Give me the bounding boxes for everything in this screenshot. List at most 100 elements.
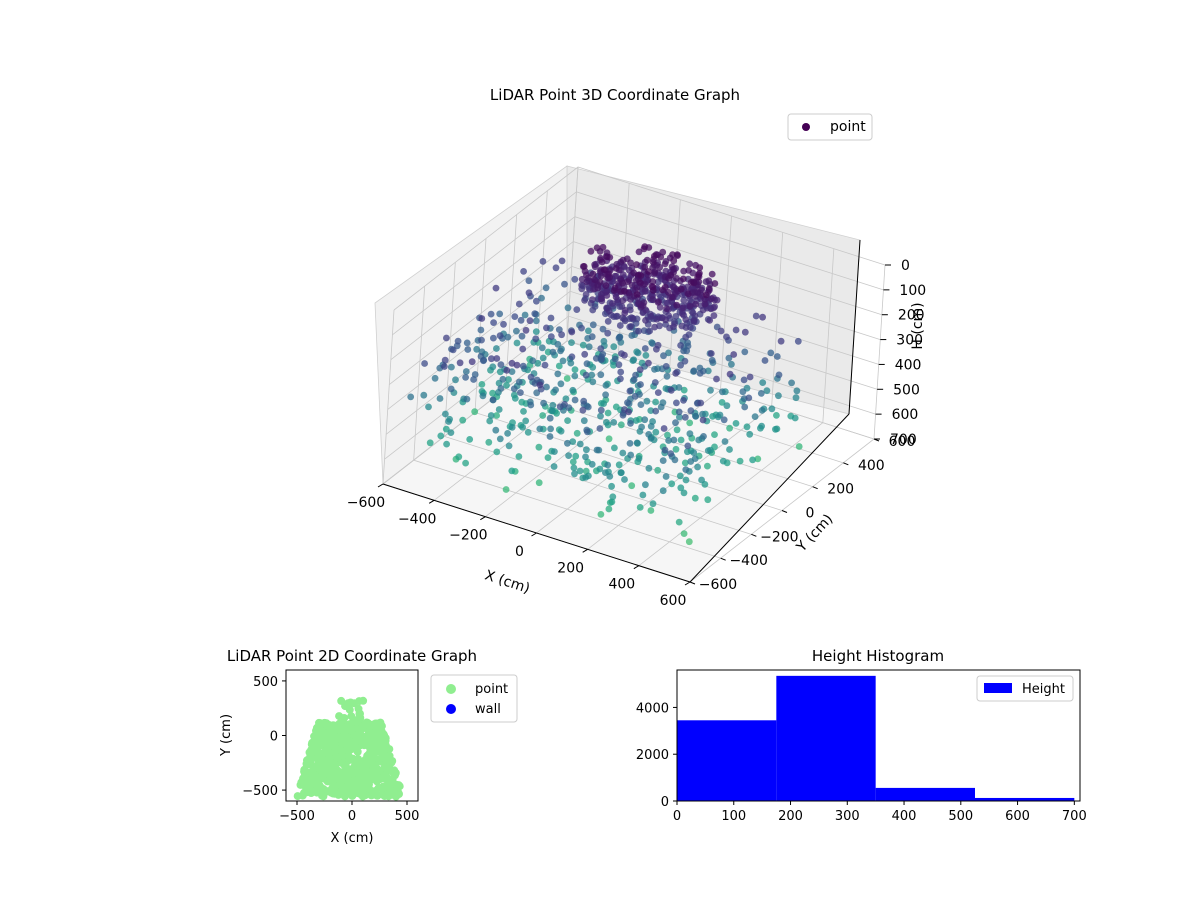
point-3d-923 [670, 436, 678, 444]
point-3d-940 [633, 439, 641, 447]
point-3d-870 [520, 408, 527, 415]
point-3d-780 [547, 333, 555, 340]
point-3d-392 [768, 405, 776, 413]
point-2d-top-17 [355, 709, 364, 718]
point-3d-343 [591, 263, 599, 271]
point-3d-821 [721, 438, 729, 445]
z-tick-label-3d-1: 100 [899, 283, 926, 299]
point-3d-728 [589, 378, 597, 386]
point-cloud-2d [293, 696, 404, 801]
point-3d-900 [519, 345, 527, 353]
point-3d-489 [690, 317, 698, 325]
point-3d-668 [716, 411, 724, 419]
grid-line-h-1 [392, 191, 884, 336]
point-3d-283 [791, 414, 799, 422]
point-3d-257 [633, 261, 640, 269]
point-3d-27 [640, 245, 648, 253]
point-3d-898 [626, 387, 634, 395]
point-3d-199 [680, 297, 688, 304]
point-3d-408 [723, 333, 730, 341]
point-3d-872 [667, 386, 675, 394]
point-2d-685 [376, 744, 385, 753]
point-3d-48 [670, 257, 678, 265]
point-3d-455 [682, 316, 690, 323]
point-3d-172 [792, 394, 800, 402]
x-tick-label-3d-0: −600 [347, 495, 385, 511]
point-3d-1018 [684, 442, 692, 450]
point-3d-148 [552, 264, 560, 272]
point-3d-759 [489, 363, 497, 371]
point-3d-663 [663, 372, 671, 380]
point-3d-1082 [649, 500, 657, 508]
point-3d-1089 [608, 498, 616, 506]
point-3d-202 [788, 379, 795, 387]
point-2d-523 [300, 765, 309, 774]
point-3d-534 [626, 306, 634, 314]
point-3d-647 [651, 323, 658, 331]
point-3d-478 [597, 272, 605, 280]
point-3d-149 [561, 280, 568, 288]
point-3d-142 [793, 387, 801, 395]
point-3d-836 [602, 391, 609, 399]
point-3d-744 [699, 410, 706, 418]
point-2d-698 [351, 743, 360, 752]
point-2d-682 [333, 753, 342, 762]
point-3d-301 [725, 354, 733, 362]
point-3d-789 [529, 357, 537, 365]
point-3d-575 [583, 278, 591, 286]
point-3d-1040 [682, 466, 690, 473]
point-3d-910 [541, 361, 549, 369]
point-3d-939 [533, 389, 541, 397]
chart-2d: LiDAR Point 2D Coordinate Graph −500−500… [219, 647, 518, 846]
legend-histogram-box [976, 675, 1074, 702]
point-3d-1002 [508, 424, 516, 431]
x-tick-3d-3 [531, 532, 537, 537]
point-3d-793 [657, 403, 665, 411]
x-tick-3d-4 [582, 548, 588, 553]
point-3d-876 [582, 371, 590, 379]
point-3d-1060 [588, 460, 596, 468]
point-3d-724 [511, 313, 519, 320]
point-3d-177 [593, 244, 601, 252]
point-3d-1087 [407, 393, 415, 401]
point-3d-529 [649, 286, 657, 294]
point-3d-934 [497, 361, 505, 368]
point-3d-1049 [456, 359, 464, 367]
y-tick-label-3d-5: 400 [858, 458, 885, 474]
point-3d-681 [513, 327, 520, 335]
point-3d-950 [668, 480, 676, 488]
point-3d-938 [459, 416, 467, 424]
point-3d-403 [628, 332, 636, 339]
y-axis-label-3d: Y (cm) [793, 511, 836, 556]
point-3d-764 [672, 445, 680, 453]
point-2d-679 [351, 769, 360, 778]
point-2d-638 [337, 725, 345, 734]
point-3d-483 [680, 347, 687, 355]
point-3d-765 [543, 324, 550, 332]
point-2d-693 [330, 774, 339, 783]
point-3d-215 [680, 386, 688, 394]
point-3d-1067 [445, 418, 452, 425]
point-3d-879 [675, 408, 683, 416]
point-3d-1074 [597, 511, 605, 518]
point-3d-957 [443, 334, 450, 342]
point-3d-311 [634, 349, 642, 357]
point-3d-596 [758, 422, 765, 430]
point-3d-755 [597, 371, 605, 379]
point-2d-629 [385, 781, 394, 790]
point-3d-516 [513, 339, 521, 347]
point-3d-297 [732, 326, 740, 334]
point-3d-711 [604, 409, 612, 417]
point-3d-49 [662, 267, 670, 275]
point-3d-882 [680, 397, 687, 404]
point-3d-436 [686, 419, 694, 427]
point-3d-705 [557, 347, 564, 355]
point-3d-953 [682, 476, 690, 484]
point-3d-738 [749, 456, 756, 464]
y-tick-label-hist-2: 4000 [636, 701, 669, 716]
point-3d-280 [775, 392, 782, 400]
point-3d-875 [687, 407, 695, 415]
point-3d-435 [664, 288, 672, 296]
grid-line-h-4 [387, 265, 879, 410]
point-3d-969 [479, 392, 487, 400]
